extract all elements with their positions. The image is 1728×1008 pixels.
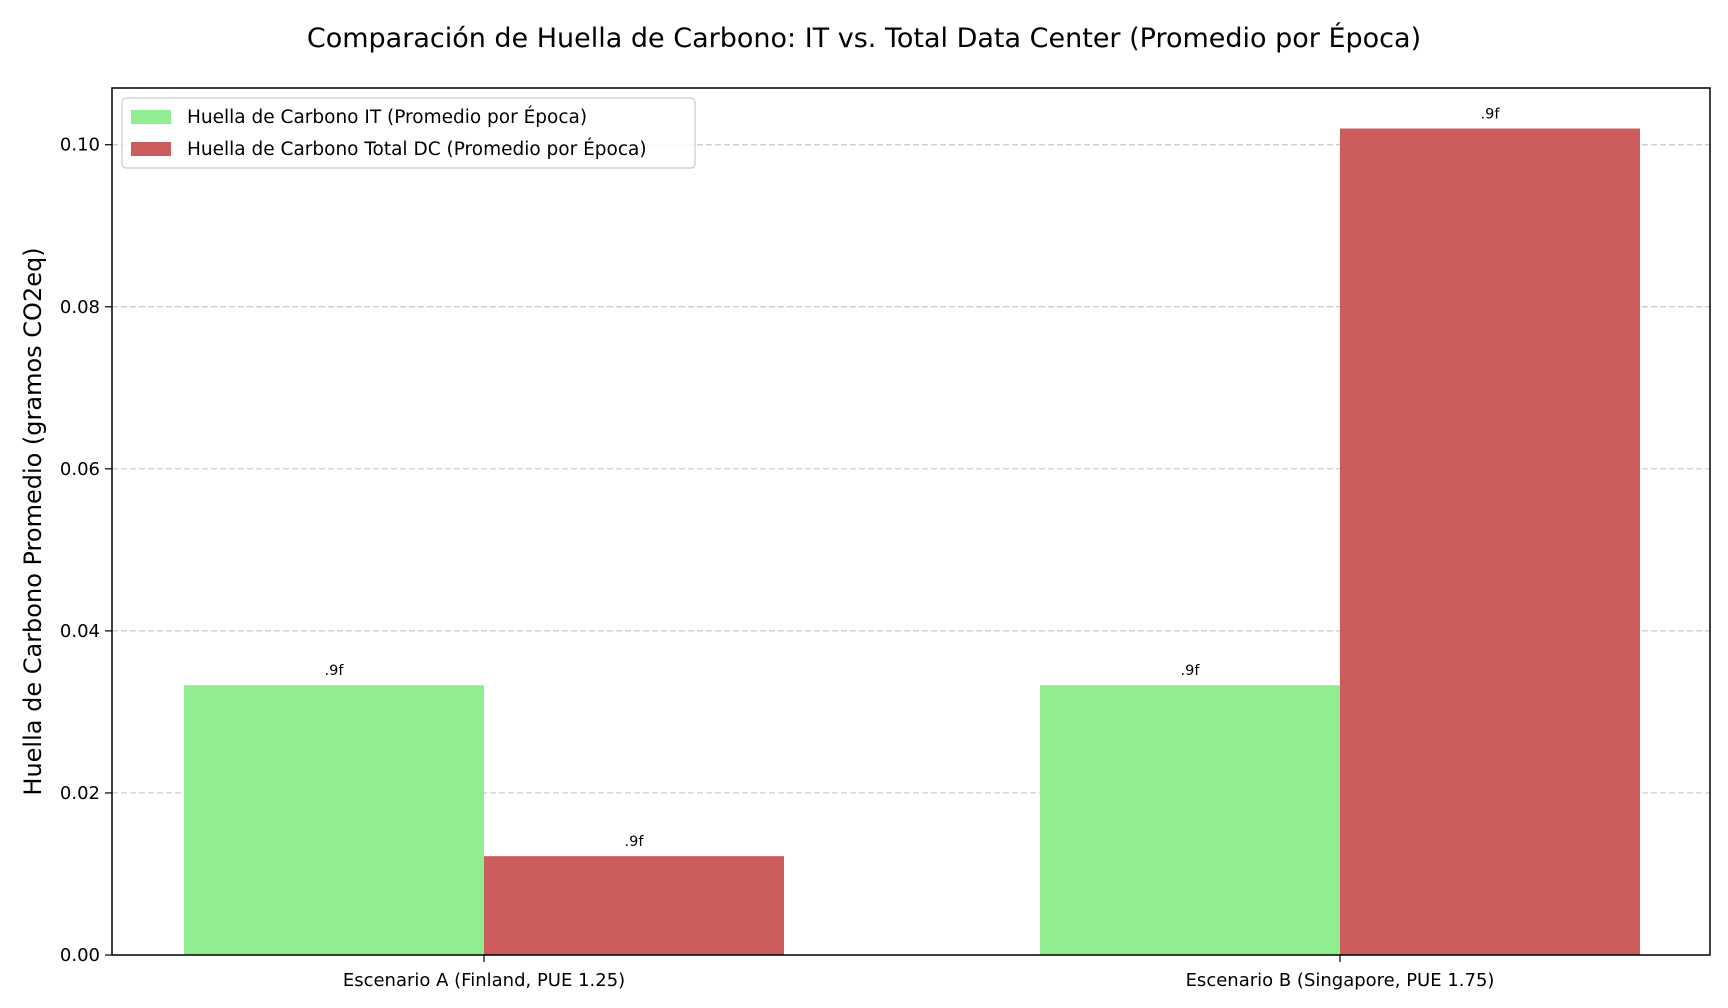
legend-entry-label: Huella de Carbono IT (Promedio por Época… [187, 106, 587, 128]
bar [184, 685, 484, 955]
data-labels: .9f .9f .9f .9f [325, 107, 1501, 851]
legend-box [121, 97, 696, 169]
bar [484, 856, 784, 955]
legend-swatch [131, 142, 171, 156]
y-axis-label: Huella de Carbono Promedio (gramos CO2eq… [19, 247, 47, 795]
y-tick-label: 0.04 [60, 621, 100, 642]
y-tick-label: 0.08 [60, 297, 100, 318]
x-tick-label: Escenario A (Finland, PUE 1.25) [343, 970, 625, 991]
y-axis: 0.00 0.02 0.04 0.06 0.08 0.10 [60, 135, 112, 966]
legend-swatch [131, 110, 171, 124]
bar-data-label: .9f [325, 663, 345, 679]
chart-title: Comparación de Huella de Carbono: IT vs.… [307, 22, 1421, 54]
plot-frame [111, 87, 1711, 956]
y-tick-label: 0.00 [60, 945, 100, 966]
y-tick-label: 0.10 [60, 135, 100, 156]
bar [1040, 685, 1340, 955]
x-tick-label: Escenario B (Singapore, PUE 1.75) [1186, 970, 1495, 991]
bar-data-label: .9f [1481, 107, 1501, 123]
y-tick-label: 0.02 [60, 783, 100, 804]
bar-data-label: .9f [1181, 663, 1201, 679]
legend-entry-label: Huella de Carbono Total DC (Promedio por… [187, 138, 647, 160]
bars [184, 128, 1640, 955]
legend: Huella de Carbono IT (Promedio por Época… [121, 97, 696, 169]
bar [1340, 128, 1640, 955]
bar-data-label: .9f [625, 834, 645, 850]
x-axis: Escenario A (Finland, PUE 1.25) Escenario… [343, 955, 1495, 991]
y-tick-label: 0.06 [60, 459, 100, 480]
